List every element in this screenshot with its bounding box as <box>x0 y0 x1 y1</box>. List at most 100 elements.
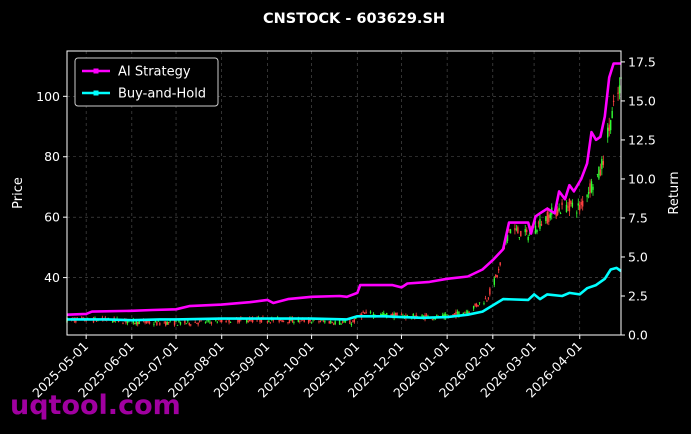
candle-body <box>559 213 562 214</box>
y-tick-label: 60 <box>44 210 60 225</box>
candle-body <box>247 321 249 323</box>
candle-body <box>338 320 341 325</box>
candle-body <box>577 203 579 206</box>
y2-tick-label: 10.0 <box>628 171 656 186</box>
candle-body <box>611 110 613 119</box>
candle-body <box>137 321 139 325</box>
candle-body <box>330 321 332 323</box>
candle-body <box>278 318 280 322</box>
candle-body <box>580 202 582 205</box>
candle-body <box>178 320 180 323</box>
candle-body <box>489 288 491 295</box>
candle-body <box>590 181 593 193</box>
candle-body <box>458 311 460 317</box>
candle-body <box>462 312 465 315</box>
legend-label: AI Strategy <box>118 65 191 80</box>
candle-body <box>524 228 526 233</box>
candle-body <box>198 320 201 322</box>
candle-body <box>82 317 84 319</box>
candle-body <box>568 198 571 212</box>
candle-body <box>565 204 568 213</box>
candle-body <box>216 322 218 324</box>
y2-tick-label: 15.0 <box>628 93 656 108</box>
candle-body <box>534 225 537 234</box>
candle-body <box>318 321 320 323</box>
axes-frame <box>66 50 622 336</box>
candle-body <box>477 305 479 307</box>
candle-body <box>187 320 189 322</box>
candle-body <box>144 321 146 323</box>
candle-body <box>425 314 428 316</box>
legend-label: Buy-and-Hold <box>118 87 206 102</box>
candle-body <box>618 85 621 94</box>
watermark: uqtool.com <box>10 390 181 421</box>
candle-body <box>456 311 459 314</box>
candle-body <box>188 322 190 325</box>
candle-body <box>352 320 354 322</box>
chart-title: CNSTOCK - 603629.SH <box>263 11 445 27</box>
candle-body <box>549 213 551 218</box>
candle-body <box>209 321 211 323</box>
candle-body <box>293 322 295 323</box>
candle-body <box>194 322 196 324</box>
candle-body <box>539 219 541 229</box>
candle-body <box>455 311 457 318</box>
candle-body <box>225 321 227 323</box>
candle-body <box>526 229 528 233</box>
candle-body <box>228 318 230 323</box>
candle-body <box>567 206 569 208</box>
legend-marker <box>93 90 99 96</box>
candle-body <box>328 321 330 324</box>
candle-body <box>496 275 498 277</box>
candle-body <box>157 320 160 322</box>
y-axis-label: Price <box>11 177 26 209</box>
candle-body <box>166 321 168 325</box>
candle-body <box>163 322 165 324</box>
y2-tick-label: 2.5 <box>628 288 648 303</box>
candle-body <box>210 322 213 324</box>
candle-body <box>452 314 454 315</box>
y2-tick-label: 5.0 <box>628 249 648 264</box>
candle-body <box>148 321 151 324</box>
candle-body <box>206 320 208 322</box>
candle-body <box>586 194 588 198</box>
candle-body <box>324 320 326 323</box>
candle-body <box>185 323 188 325</box>
candle-body <box>464 312 466 314</box>
candle-body <box>156 322 158 325</box>
candle-body <box>431 319 434 320</box>
candle-body <box>281 319 283 323</box>
candle-body <box>238 318 241 322</box>
candle-body <box>472 306 475 309</box>
candle-body <box>350 323 353 326</box>
candle-body <box>536 229 538 233</box>
candle-body <box>602 161 605 165</box>
candle-body <box>321 319 323 321</box>
candle-body <box>111 320 114 323</box>
candle-body <box>145 320 148 324</box>
candle-body <box>599 169 602 176</box>
y2-axis-label: Return <box>667 171 682 214</box>
candle-body <box>175 320 177 322</box>
candle-body <box>478 302 481 304</box>
candle-body <box>556 209 559 215</box>
candle-body <box>527 236 529 241</box>
candle-body <box>384 314 386 316</box>
candle-body <box>344 321 347 323</box>
candle-body <box>442 314 444 317</box>
candle-body <box>579 204 581 211</box>
legend-marker <box>93 68 99 74</box>
candle-body <box>515 228 518 230</box>
candle-body <box>319 321 322 322</box>
candle-body <box>135 320 137 325</box>
candle-body <box>498 268 500 271</box>
candle-body <box>465 311 467 313</box>
candle-body <box>95 320 98 322</box>
candle-body <box>179 321 182 325</box>
candle-body <box>363 313 366 314</box>
candle-body <box>269 322 272 324</box>
candle-body <box>190 324 192 326</box>
candle-body <box>153 323 155 325</box>
candle-body <box>312 319 314 321</box>
